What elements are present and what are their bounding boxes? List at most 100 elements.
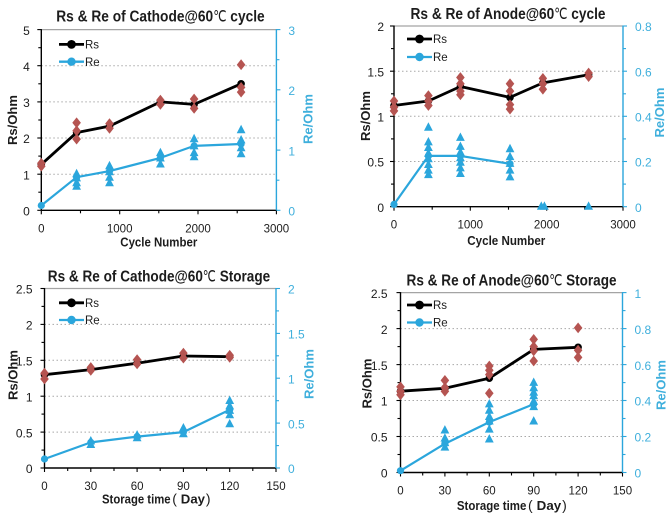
svg-text:30: 30 bbox=[439, 486, 452, 498]
svg-text:2: 2 bbox=[377, 20, 384, 34]
svg-text:Rs: Rs bbox=[85, 298, 99, 310]
svg-text:0: 0 bbox=[381, 467, 388, 481]
svg-text:Rs & Re of Cathode@60: Rs & Re of Cathode@60 bbox=[56, 9, 213, 26]
svg-text:3000: 3000 bbox=[610, 220, 636, 232]
svg-text:Rs/Ohm: Rs/Ohm bbox=[359, 359, 374, 409]
svg-text:0.6: 0.6 bbox=[635, 65, 652, 79]
svg-text:(: ( bbox=[172, 491, 177, 507]
svg-text:0.5: 0.5 bbox=[16, 426, 33, 440]
svg-text:1.5: 1.5 bbox=[371, 359, 388, 373]
svg-text:Day: Day bbox=[181, 492, 206, 507]
svg-text:℃: ℃ bbox=[549, 273, 562, 290]
svg-text:0.6: 0.6 bbox=[635, 359, 652, 373]
svg-text:Rs: Rs bbox=[85, 40, 99, 52]
svg-text:1: 1 bbox=[23, 168, 30, 182]
svg-text:1.5: 1.5 bbox=[367, 65, 384, 79]
svg-text:Rs & Re of Anode@60: Rs & Re of Anode@60 bbox=[411, 6, 555, 23]
svg-text:2: 2 bbox=[288, 84, 295, 98]
svg-text:Rs/Ohm: Rs/Ohm bbox=[358, 91, 373, 141]
svg-text:2: 2 bbox=[288, 283, 295, 297]
svg-text:90: 90 bbox=[177, 481, 190, 493]
svg-text:60: 60 bbox=[131, 481, 144, 493]
svg-text:Rs/Ohm: Rs/Ohm bbox=[5, 95, 20, 145]
svg-text:Cycle Number: Cycle Number bbox=[120, 235, 197, 250]
svg-text:1.5: 1.5 bbox=[16, 355, 33, 369]
svg-text:30: 30 bbox=[84, 481, 97, 493]
svg-text:Rs/Ohm: Rs/Ohm bbox=[6, 350, 21, 400]
svg-text:2: 2 bbox=[26, 319, 33, 333]
svg-text:4: 4 bbox=[23, 60, 30, 74]
svg-text:Rs & Re of Cathode@60: Rs & Re of Cathode@60 bbox=[48, 269, 203, 286]
svg-text:1: 1 bbox=[377, 111, 384, 125]
svg-text:Cycle Number: Cycle Number bbox=[467, 233, 545, 248]
svg-text:2: 2 bbox=[23, 132, 30, 146]
svg-text:Rs: Rs bbox=[433, 300, 447, 312]
svg-text:℃: ℃ bbox=[213, 9, 226, 26]
svg-text:150: 150 bbox=[613, 486, 632, 498]
svg-text:0.4: 0.4 bbox=[635, 395, 652, 409]
svg-text:Day: Day bbox=[537, 498, 562, 513]
svg-text:0: 0 bbox=[38, 223, 44, 235]
svg-text:(: ( bbox=[528, 497, 533, 513]
svg-text:Re/Ohm: Re/Ohm bbox=[652, 88, 667, 138]
svg-text:60: 60 bbox=[483, 486, 496, 498]
svg-text:1000: 1000 bbox=[458, 220, 484, 232]
svg-text:3: 3 bbox=[288, 24, 295, 38]
svg-text:1000: 1000 bbox=[107, 223, 133, 235]
svg-text:90: 90 bbox=[527, 486, 540, 498]
svg-text:1.5: 1.5 bbox=[288, 328, 305, 342]
svg-text:0.8: 0.8 bbox=[635, 20, 652, 34]
svg-text:0: 0 bbox=[635, 467, 642, 481]
svg-text:0.5: 0.5 bbox=[288, 417, 305, 431]
svg-text:Rs: Rs bbox=[433, 34, 447, 46]
svg-text:℃: ℃ bbox=[203, 269, 216, 286]
svg-text:150: 150 bbox=[266, 481, 285, 493]
svg-text:0: 0 bbox=[288, 205, 295, 219]
svg-text:0: 0 bbox=[26, 462, 33, 476]
svg-text:1: 1 bbox=[288, 372, 295, 386]
svg-text:3000: 3000 bbox=[264, 223, 290, 235]
svg-text:2: 2 bbox=[381, 323, 388, 337]
svg-text:120: 120 bbox=[220, 481, 239, 493]
svg-text:0.5: 0.5 bbox=[371, 431, 388, 445]
svg-text:Re/Ohm: Re/Ohm bbox=[301, 94, 316, 144]
svg-text:Re: Re bbox=[433, 318, 448, 330]
svg-text:cycle: cycle bbox=[571, 6, 606, 23]
svg-text:2.5: 2.5 bbox=[371, 287, 388, 301]
svg-text:0.2: 0.2 bbox=[635, 156, 652, 170]
svg-text:3: 3 bbox=[23, 96, 30, 110]
svg-text:cycle: cycle bbox=[230, 9, 265, 26]
svg-text:2000: 2000 bbox=[534, 220, 560, 232]
svg-text:0.4: 0.4 bbox=[635, 111, 652, 125]
svg-text:Storage: Storage bbox=[220, 269, 271, 286]
svg-text:0.8: 0.8 bbox=[635, 323, 652, 337]
svg-text:0: 0 bbox=[635, 201, 642, 215]
svg-text:1: 1 bbox=[26, 390, 33, 404]
svg-text:): ) bbox=[562, 497, 567, 513]
svg-text:0: 0 bbox=[377, 201, 384, 215]
svg-text:0: 0 bbox=[23, 205, 30, 219]
svg-text:Re: Re bbox=[433, 52, 448, 64]
svg-text:0: 0 bbox=[41, 481, 47, 493]
svg-text:Storage time: Storage time bbox=[102, 492, 171, 507]
svg-text:0: 0 bbox=[391, 220, 397, 232]
svg-text:Re: Re bbox=[85, 315, 100, 327]
svg-text:): ) bbox=[206, 491, 211, 507]
svg-text:1: 1 bbox=[635, 287, 642, 301]
svg-text:Re/Ohm: Re/Ohm bbox=[302, 349, 317, 399]
svg-text:Rs & Re of Anode@60: Rs & Re of Anode@60 bbox=[407, 273, 550, 290]
svg-text:0.5: 0.5 bbox=[367, 156, 384, 170]
svg-text:2.5: 2.5 bbox=[16, 283, 33, 297]
svg-text:0: 0 bbox=[288, 462, 295, 476]
svg-text:0.2: 0.2 bbox=[635, 431, 652, 445]
svg-text:120: 120 bbox=[569, 486, 588, 498]
svg-text:1: 1 bbox=[288, 144, 295, 158]
svg-text:5: 5 bbox=[23, 24, 30, 38]
svg-text:1: 1 bbox=[381, 395, 388, 409]
svg-text:0: 0 bbox=[397, 486, 403, 498]
svg-text:Storage: Storage bbox=[566, 273, 617, 290]
svg-text:Re/Ohm: Re/Ohm bbox=[654, 360, 668, 410]
svg-text:Storage time: Storage time bbox=[457, 498, 527, 513]
svg-text:2000: 2000 bbox=[185, 223, 211, 235]
svg-text:℃: ℃ bbox=[554, 6, 567, 23]
